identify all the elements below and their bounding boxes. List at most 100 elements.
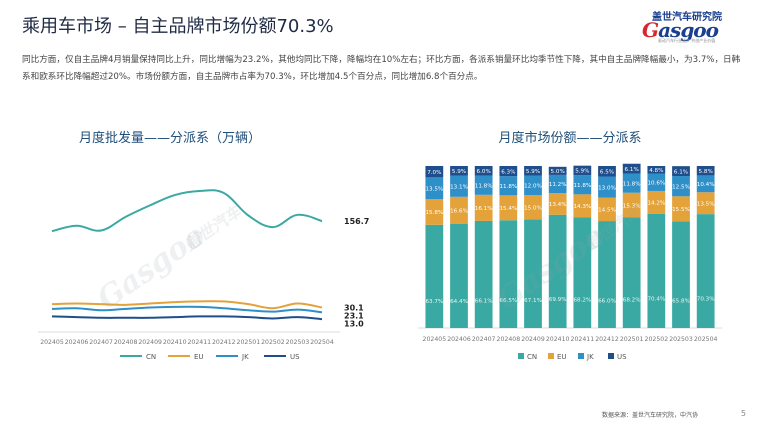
bar-label-cn: 66.0% <box>598 298 616 304</box>
bar-label-eu: 15.3% <box>623 203 641 209</box>
bar-x-tick-label: 202405 <box>423 336 447 343</box>
page-number: 5 <box>740 409 746 418</box>
legend-label-eu: EU <box>194 353 204 361</box>
bar-label-cn: 70.3% <box>697 297 715 303</box>
line-x-tick-label: 202405 <box>40 339 64 346</box>
bar-segment-eu <box>474 194 493 221</box>
bar-segment-cn <box>425 224 444 328</box>
market-share-bar-chart: 63.7% 15.8% 13.5% 7.0% 202405 64.4% 16.6% 13.1%… <box>418 163 722 361</box>
bar-label-cn: 70.4% <box>647 297 665 303</box>
bar-segment-us <box>548 166 567 175</box>
bar-segment-jk <box>474 175 493 195</box>
line-x-tick-label: 202503 <box>286 339 310 346</box>
bar-label-eu: 15.8% <box>425 210 443 216</box>
bar-segment-eu <box>548 193 567 215</box>
line-x-tick-label: 202408 <box>114 339 138 346</box>
line-x-tick-label: 202409 <box>138 339 162 346</box>
line-end-label-us: 13.0 <box>344 319 364 328</box>
bar-segment-eu <box>425 199 444 225</box>
bar-x-tick-label: 202410 <box>546 336 570 343</box>
bar-legend-label-jk: JK <box>586 353 594 361</box>
bar-segment-jk <box>548 174 567 194</box>
legend-label-jk: JK <box>241 353 249 361</box>
logo-en-text: Gasgoo <box>642 18 719 42</box>
line-x-tick-label: 202504 <box>310 339 334 346</box>
bar-segment-jk <box>672 176 690 197</box>
bar-label-cn: 64.4% <box>450 299 468 305</box>
bar-label-eu: 15.0% <box>524 205 542 211</box>
bar-label-us: 5.9% <box>526 169 540 175</box>
legend-label-us: US <box>290 353 300 361</box>
bar-segment-jk <box>696 175 715 193</box>
bar-label-us: 4.8% <box>649 168 663 174</box>
line-x-tick-label: 202502 <box>261 339 285 346</box>
line-x-tick-label: 202501 <box>237 339 261 346</box>
bar-segment-eu <box>622 192 641 218</box>
bar-segment-jk <box>598 176 616 198</box>
bar-segment-us <box>598 166 616 177</box>
bar-label-jk: 11.8% <box>623 181 641 187</box>
bar-x-tick-label: 202412 <box>595 336 619 343</box>
wholesale-line-chart: 202405 202406 202407 202408 202409 202410 2024… <box>38 189 369 361</box>
bar-label-jk: 11.8% <box>499 184 517 190</box>
line-x-tick-label: 202406 <box>65 339 89 346</box>
bar-segment-cn <box>474 220 493 328</box>
bar-label-us: 6.5% <box>600 169 614 175</box>
bar-segment-us <box>696 166 715 176</box>
line-series-eu <box>51 300 323 310</box>
bar-label-us: 6.0% <box>477 169 491 175</box>
bar-x-tick-label: 202504 <box>694 336 718 343</box>
bar-segment-cn <box>573 217 592 328</box>
bar-segment-eu <box>499 195 518 221</box>
bar-segment-cn <box>622 217 641 328</box>
bar-segment-eu <box>450 196 468 224</box>
line-x-tick-label: 202412 <box>212 339 236 346</box>
bar-label-eu: 15.5% <box>672 207 690 213</box>
line-end-label-jk: 23.1 <box>344 311 364 320</box>
bar-label-jk: 12.0% <box>524 183 542 189</box>
bar-segment-cn <box>647 213 666 328</box>
gasgoo-logo: 盖世汽车研究院 Gasgoo 驱动汽车行业进步 共创产业价值 <box>622 8 742 44</box>
bar-label-cn: 68.2% <box>573 297 591 303</box>
bar-segment-eu <box>598 197 616 222</box>
bar-label-cn: 66.5% <box>499 298 517 304</box>
bar-segment-cn <box>598 221 616 328</box>
line-series-us <box>51 315 323 321</box>
bar-segment-us <box>450 166 468 176</box>
line-x-tick-label: 202407 <box>89 339 113 346</box>
bar-label-eu: 13.5% <box>697 201 715 207</box>
line-x-tick-label: 202411 <box>187 339 211 346</box>
bar-segment-eu <box>573 194 592 218</box>
line-series-cn <box>51 189 323 233</box>
bar-label-eu: 14.2% <box>647 201 665 207</box>
logo-cn-text: 盖世汽车研究院 <box>652 12 722 23</box>
bar-segment-jk <box>647 173 666 191</box>
page-title: 乘用车市场 – 自主品牌市场份额70.3% <box>22 16 334 37</box>
bar-label-us: 5.8% <box>699 169 713 175</box>
bar-segment-us <box>647 166 666 174</box>
legend-label-cn: CN <box>146 353 156 361</box>
bar-segment-us <box>474 166 493 176</box>
bar-x-tick-label: 202407 <box>472 336 496 343</box>
bar-label-eu: 16.6% <box>450 208 468 214</box>
bar-legend-swatch-us <box>608 353 614 359</box>
line-series-jk <box>51 305 323 314</box>
bar-segment-eu <box>672 196 690 222</box>
bar-label-cn: 69.9% <box>549 297 567 303</box>
bar-label-cn: 65.8% <box>672 298 690 304</box>
bar-segment-cn <box>672 221 690 328</box>
bar-label-us: 6.1% <box>625 167 639 173</box>
bar-segment-eu <box>696 192 715 215</box>
bar-segment-cn <box>450 223 468 328</box>
bar-segment-cn <box>696 214 715 328</box>
bar-segment-jk <box>622 173 641 193</box>
bar-x-tick-label: 202409 <box>521 336 545 343</box>
line-chart-title: 月度批发量——分派系（万辆） <box>78 131 261 146</box>
bar-label-eu: 14.3% <box>573 204 591 210</box>
logo-subtitle: 驱动汽车行业进步 共创产业价值 <box>658 38 716 43</box>
bar-x-tick-label: 202503 <box>669 336 693 343</box>
bar-label-cn: 63.7% <box>425 299 443 305</box>
bar-label-us: 5.9% <box>452 169 466 175</box>
bar-segment-us <box>573 165 592 176</box>
bar-segment-us <box>622 163 641 174</box>
